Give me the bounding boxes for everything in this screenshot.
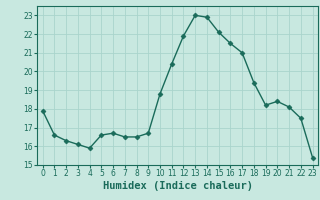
X-axis label: Humidex (Indice chaleur): Humidex (Indice chaleur) [103,181,252,191]
